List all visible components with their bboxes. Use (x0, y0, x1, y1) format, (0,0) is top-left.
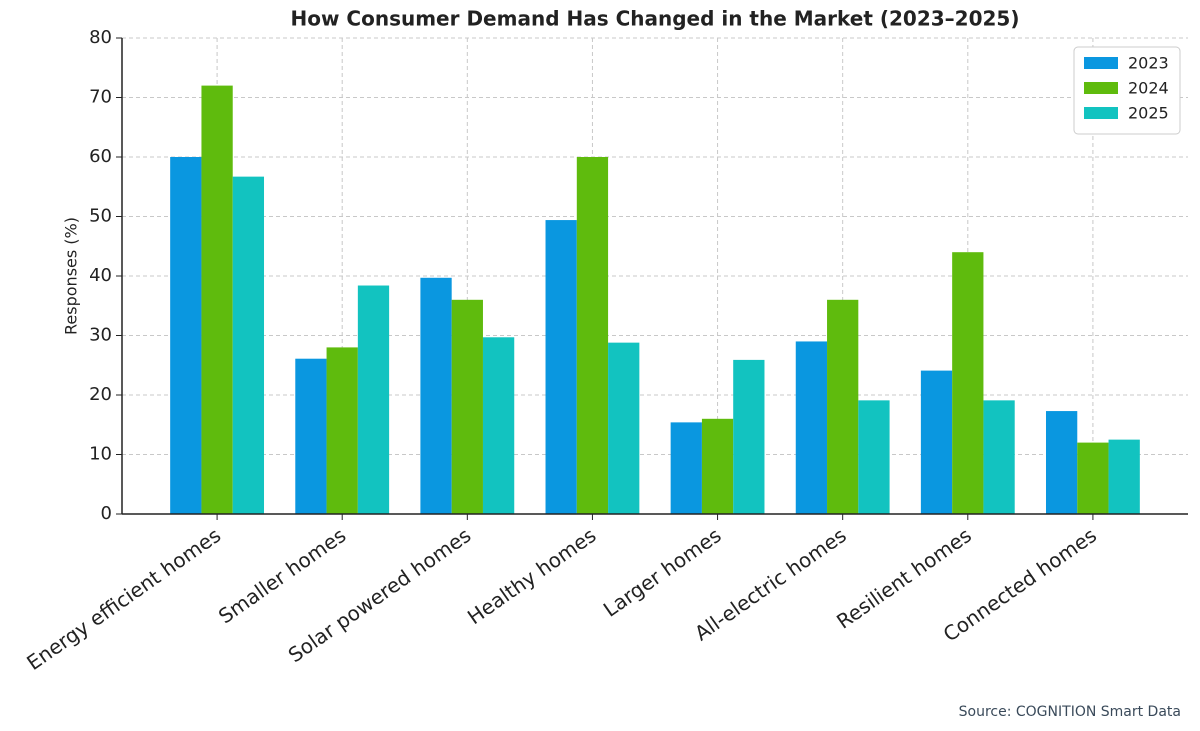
legend-label: 2024 (1128, 79, 1169, 98)
bar (1108, 439, 1140, 514)
bar (326, 347, 358, 514)
bar (420, 277, 452, 514)
y-tick-label: 20 (89, 384, 112, 405)
y-tick-label: 10 (89, 444, 112, 465)
x-tick-label: Smaller homes (214, 523, 350, 628)
bar (357, 285, 390, 514)
bar (827, 299, 859, 514)
legend-label: 2025 (1128, 104, 1169, 123)
bar (576, 157, 609, 514)
bar (1077, 442, 1109, 514)
y-tick-label: 70 (89, 87, 112, 108)
bar (170, 157, 202, 514)
y-tick-label: 0 (101, 503, 112, 524)
legend-swatch (1084, 57, 1118, 69)
x-tick-label: Healthy homes (463, 523, 600, 629)
bar (232, 176, 265, 514)
bar (983, 400, 1015, 514)
x-tick-label: Larger homes (599, 523, 726, 622)
bar (451, 299, 483, 514)
y-tick-label: 30 (89, 325, 112, 346)
bar (858, 400, 890, 514)
bar (482, 337, 515, 514)
bar (952, 252, 984, 514)
bar (733, 359, 765, 514)
bar (795, 341, 828, 514)
y-tick-label: 50 (89, 206, 112, 227)
source-note: Source: COGNITION Smart Data (959, 704, 1181, 720)
bar (295, 358, 327, 514)
bar (701, 418, 734, 514)
y-tick-label: 80 (89, 27, 112, 48)
bar (608, 342, 640, 514)
legend-swatch (1084, 107, 1118, 119)
chart-title: How Consumer Demand Has Changed in the M… (291, 7, 1020, 31)
bar (1045, 411, 1078, 514)
y-tick-label: 60 (89, 146, 112, 167)
y-axis-label: Responses (%) (62, 217, 81, 335)
y-tick-label: 40 (89, 265, 112, 286)
bar (201, 85, 233, 514)
legend-swatch (1084, 82, 1118, 94)
bar (545, 220, 577, 514)
x-tick-label: Energy efficient homes (22, 523, 225, 675)
legend-label: 2023 (1128, 54, 1169, 73)
bar (920, 370, 953, 514)
bar (670, 422, 702, 514)
